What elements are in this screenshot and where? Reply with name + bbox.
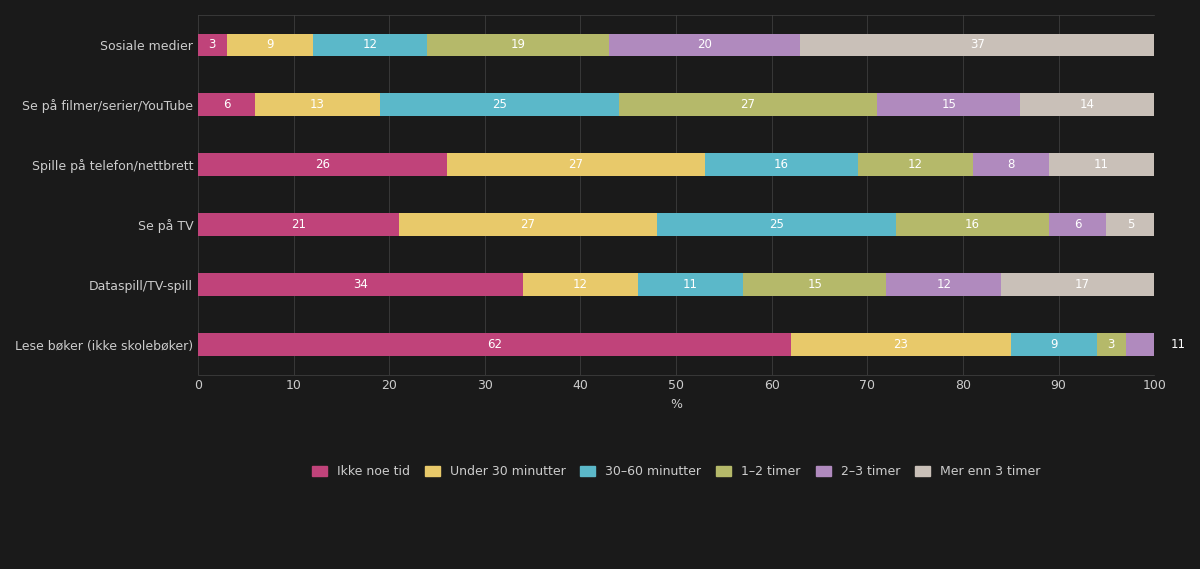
Text: 15: 15 [941, 98, 956, 112]
Text: 15: 15 [808, 278, 822, 291]
Bar [1049, 213, 1106, 236]
Bar [198, 93, 256, 116]
Text: 21: 21 [290, 218, 306, 231]
Text: 12: 12 [936, 278, 952, 291]
Bar [523, 273, 638, 296]
Text: 11: 11 [1094, 158, 1109, 171]
Bar [379, 93, 619, 116]
Bar [256, 93, 379, 116]
Bar [858, 154, 972, 176]
Bar [198, 273, 523, 296]
Text: 26: 26 [314, 158, 330, 171]
Text: 3: 3 [1108, 338, 1115, 351]
Text: 9: 9 [266, 39, 274, 51]
Text: 12: 12 [572, 278, 588, 291]
Legend: Ikke noe tid, Under 30 minutter, 30–60 minutter, 1–2 timer, 2–3 timer, Mer enn 3: Ikke noe tid, Under 30 minutter, 30–60 m… [307, 460, 1045, 483]
Text: 23: 23 [894, 338, 908, 351]
Text: 14: 14 [1080, 98, 1094, 112]
Text: 6: 6 [1074, 218, 1081, 231]
Bar [887, 273, 1001, 296]
X-axis label: %: % [670, 398, 682, 411]
Bar [198, 34, 227, 56]
Bar [1020, 93, 1154, 116]
Bar [198, 213, 398, 236]
Text: 16: 16 [965, 218, 980, 231]
Text: 27: 27 [740, 98, 755, 112]
Bar [638, 273, 743, 296]
Text: 25: 25 [769, 218, 784, 231]
Text: 3: 3 [209, 39, 216, 51]
Text: 11: 11 [683, 278, 698, 291]
Bar [446, 154, 704, 176]
Bar [313, 34, 427, 56]
Text: 8: 8 [1007, 158, 1014, 171]
Bar [610, 34, 800, 56]
Bar [427, 34, 610, 56]
Text: 6: 6 [223, 98, 230, 112]
Bar [227, 34, 313, 56]
Text: 62: 62 [487, 338, 502, 351]
Text: 27: 27 [569, 158, 583, 171]
Text: 19: 19 [511, 39, 526, 51]
Text: 37: 37 [970, 39, 985, 51]
Text: 12: 12 [362, 39, 378, 51]
Bar [972, 154, 1049, 176]
Bar [1106, 213, 1154, 236]
Text: 5: 5 [1127, 218, 1134, 231]
Bar [1001, 273, 1164, 296]
Bar [398, 213, 656, 236]
Bar [1049, 154, 1154, 176]
Text: 25: 25 [492, 98, 506, 112]
Bar [1126, 333, 1200, 356]
Text: 17: 17 [1075, 278, 1090, 291]
Bar [198, 333, 791, 356]
Bar [896, 213, 1049, 236]
Text: 11: 11 [1171, 338, 1186, 351]
Bar [619, 93, 877, 116]
Bar [877, 93, 1020, 116]
Bar [791, 333, 1010, 356]
Text: 13: 13 [310, 98, 325, 112]
Bar [198, 154, 446, 176]
Text: 9: 9 [1050, 338, 1057, 351]
Bar [704, 154, 858, 176]
Bar [1097, 333, 1126, 356]
Bar [800, 34, 1154, 56]
Bar [1010, 333, 1097, 356]
Text: 34: 34 [353, 278, 368, 291]
Text: 16: 16 [774, 158, 788, 171]
Text: 27: 27 [521, 218, 535, 231]
Text: 20: 20 [697, 39, 713, 51]
Text: 12: 12 [907, 158, 923, 171]
Bar [656, 213, 896, 236]
Bar [743, 273, 887, 296]
